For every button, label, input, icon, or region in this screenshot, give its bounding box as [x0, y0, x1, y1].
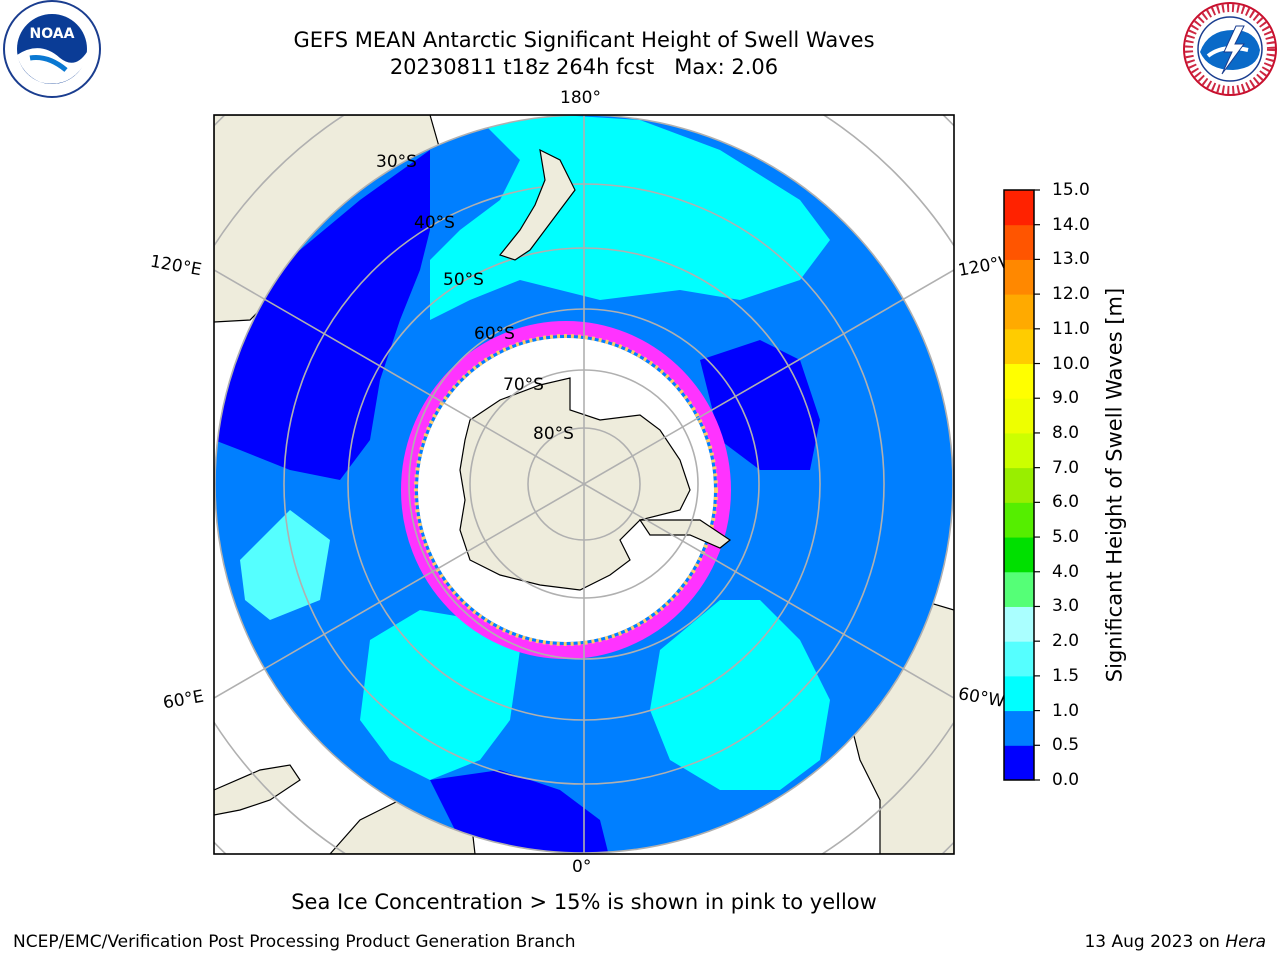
colorbar-tick-label: 15.0: [1052, 180, 1090, 200]
ocean-swell-1.0-1.5-pacific: [430, 115, 830, 320]
credit-text: NCEP/EMC/Verification Post Processing Pr…: [13, 932, 576, 952]
colorbar-segment: [1004, 502, 1034, 538]
lat-label: 70°S: [503, 375, 544, 395]
colorbar-tick-label: 13.0: [1052, 249, 1090, 270]
lat-label: 30°S: [376, 152, 417, 172]
ocean-swell-1.0-1.5-atlantic: [650, 600, 830, 790]
new-zealand-landmass: [498, 148, 576, 261]
colorbar-tick-label: 0.0: [1052, 770, 1080, 790]
colorbar-tick-label: 0.5: [1052, 735, 1080, 756]
colorbar-segment: [1004, 224, 1034, 260]
colorbar-frame: [1003, 189, 1035, 781]
map-frame: [213, 114, 955, 855]
colorbar-segment: [1004, 745, 1034, 781]
noaa-logo-icon: NOAA: [3, 0, 101, 98]
colorbar-segment: [1004, 363, 1034, 399]
date-stamp: 13 Aug 2023 on Hera: [1084, 932, 1266, 952]
colorbar-segment: [1004, 606, 1034, 642]
graticule: [214, 115, 954, 854]
nws-logo-icon: [1183, 2, 1277, 96]
sea-ice-high-band: [414, 334, 718, 646]
colorbar-segment: [1004, 398, 1034, 434]
colorbar-segment: [1004, 571, 1034, 607]
colorbar-tick-label: 14.0: [1052, 214, 1090, 235]
colorbar-tick-label: 11.0: [1052, 318, 1090, 339]
colorbar-tick-label: 3.0: [1052, 596, 1080, 617]
lon-label-bottom: 0°: [572, 857, 592, 877]
chart-subtitle: 20230811 t18z 264h fcst Max: 2.06: [389, 55, 779, 79]
colorbar-tick-label: 9.0: [1052, 388, 1080, 409]
colorbar-tick-label: 8.0: [1052, 422, 1080, 443]
lat-label: 60°S: [474, 324, 515, 344]
ocean-swell-0-0.5-east: [700, 340, 820, 470]
sea-ice-note: Sea Ice Concentration > 15% is shown in …: [291, 890, 877, 914]
noaa-logo-text: NOAA: [30, 26, 75, 42]
colorbar-segment: [1004, 675, 1034, 712]
machine-name: Hera: [1225, 932, 1266, 952]
colorbar-segment: [1004, 190, 1034, 226]
colorbar-tick-label: 1.5: [1052, 665, 1080, 686]
colorbar-segment: [1004, 537, 1034, 573]
ocean-swell-1.0-1.5-southwest: [240, 510, 330, 620]
ocean-swell-1.0-1.5-indian: [360, 610, 520, 780]
colorbar-tick-label: 10.0: [1052, 353, 1090, 374]
colorbar-segment: [1004, 328, 1034, 365]
lat-label: 40°S: [414, 213, 455, 233]
colorbar-tick-label: 1.0: [1052, 700, 1080, 721]
antarctic-peninsula: [638, 519, 732, 549]
colorbar-segment: [1004, 432, 1034, 469]
colorbar: [1003, 189, 1040, 781]
colorbar-tick-label: 6.0: [1052, 492, 1080, 513]
colorbar-tick-label: 2.0: [1052, 631, 1080, 652]
lat-label: 80°S: [533, 424, 574, 444]
sea-ice-edge: [401, 321, 731, 659]
colorbar-tick-label: 5.0: [1052, 527, 1080, 548]
date-text: 13 Aug 2023 on: [1084, 932, 1226, 952]
madagascar-landmass: [214, 764, 301, 816]
chart-title: GEFS MEAN Antarctic Significant Height o…: [293, 28, 875, 52]
lat-label: 50°S: [443, 270, 484, 290]
colorbar-segment: [1004, 259, 1034, 295]
ocean-swell-0-0.5-west: [215, 150, 430, 480]
colorbar-tick-label: 7.0: [1052, 457, 1080, 478]
colorbar-segment: [1004, 467, 1034, 503]
antarctica-landmass: [459, 377, 691, 591]
colorbar-tick-label: 4.0: [1052, 561, 1080, 582]
colorbar-segment: [1004, 641, 1034, 677]
colorbar-label: Significant Height of Swell Waves [m]: [1102, 287, 1127, 683]
colorbar-segment: [1004, 710, 1034, 746]
colorbar-segment: [1004, 294, 1034, 330]
lon-label-top: 180°: [560, 88, 601, 108]
colorbar-tick-label: 12.0: [1052, 284, 1090, 305]
